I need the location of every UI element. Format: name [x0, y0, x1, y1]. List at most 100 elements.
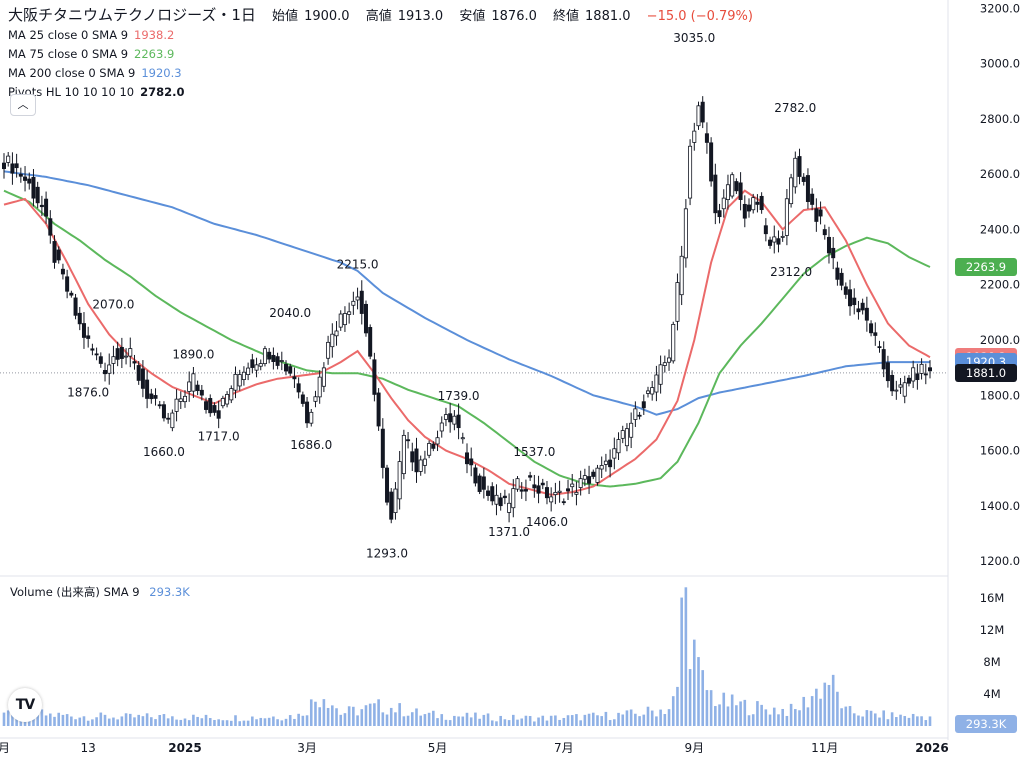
indicator-row[interactable]: Pivots HL 10 10 10 10 2782.0	[8, 83, 759, 102]
volume-bar	[743, 699, 747, 726]
candle-up	[725, 184, 730, 200]
collapse-legend-button[interactable]: ︿	[10, 94, 36, 116]
candle-down	[39, 204, 44, 208]
candle-down	[885, 362, 890, 382]
volume-bar	[512, 714, 515, 726]
candle-down	[709, 142, 714, 182]
candle-up	[187, 381, 192, 392]
candle-down	[406, 439, 411, 442]
candle-down	[831, 247, 836, 259]
volume-bar	[2, 712, 6, 726]
candle-down	[195, 384, 200, 392]
pivot-label: 2312.0	[770, 265, 812, 279]
volume-bar	[326, 707, 330, 726]
volume-bar	[419, 715, 422, 726]
volume-bar	[516, 719, 519, 726]
volume-legend[interactable]: Volume (出来高) SMA 9 293.3K	[10, 584, 190, 600]
volume-bar	[255, 719, 258, 726]
y-tick-label: 1600.0	[980, 444, 1020, 458]
candle-down	[14, 163, 19, 169]
volume-bar	[208, 718, 212, 726]
volume-bar	[162, 714, 166, 726]
candle-down	[2, 162, 7, 170]
volume-bar	[200, 718, 204, 726]
volume-bar	[591, 712, 595, 726]
volume-bar	[314, 701, 317, 726]
candle-up	[321, 367, 326, 387]
pivot-label: 1717.0	[198, 429, 240, 443]
volume-bar	[158, 714, 162, 726]
candle-up	[683, 208, 688, 259]
candle-down	[90, 348, 95, 351]
candle-up	[347, 311, 352, 315]
volume-bar	[583, 714, 587, 726]
tradingview-logo[interactable]: TV	[8, 688, 42, 722]
volume-bar	[903, 716, 907, 726]
candle-down	[540, 482, 545, 486]
volume-bar	[541, 715, 545, 726]
candle-up	[427, 443, 432, 456]
candle-up	[313, 396, 318, 402]
volume-bar	[566, 715, 570, 726]
volume-bar	[251, 716, 254, 726]
candle-down	[94, 353, 99, 356]
candle-down	[608, 459, 613, 468]
candle-up	[675, 282, 680, 322]
volume-bar	[920, 716, 923, 726]
volume-bar	[587, 713, 591, 726]
candle-up	[393, 488, 398, 514]
volume-bar	[234, 715, 237, 726]
symbol-title[interactable]: 大阪チタニウムテクノロジーズ・1日	[8, 6, 256, 24]
candle-up	[658, 364, 663, 385]
volume-bar	[676, 686, 679, 726]
volume-bar	[718, 704, 721, 726]
volume-bar	[356, 715, 359, 726]
candle-up	[418, 459, 423, 472]
candle-down	[363, 303, 368, 334]
candle-up	[351, 300, 356, 306]
pivot-label: 1371.0	[488, 525, 530, 539]
volume-bar	[861, 716, 864, 726]
candle-down	[826, 236, 831, 254]
volume-bar	[873, 713, 877, 726]
volume-bar	[137, 714, 140, 726]
volume-bar	[175, 719, 178, 726]
high-value: 高値 1913.0	[365, 9, 444, 24]
volume-bar	[764, 709, 768, 726]
candle-up	[557, 490, 562, 493]
candle-down	[103, 370, 108, 375]
volume-bar	[705, 690, 709, 726]
candle-down	[31, 176, 36, 199]
candle-down	[65, 276, 70, 292]
volume-bar	[482, 714, 486, 726]
candle-down	[759, 195, 764, 211]
indicator-label: MA 25 close 0 SMA 9	[8, 28, 129, 42]
volume-bar	[457, 716, 460, 726]
candle-down	[797, 156, 802, 177]
volume-label: Volume (出来高)	[10, 585, 100, 599]
close-value: 終値 1881.0	[553, 9, 631, 24]
candle-up	[229, 388, 234, 401]
volume-bar	[99, 712, 103, 726]
volume-bar	[440, 714, 444, 726]
candle-down	[473, 467, 478, 484]
candle-up	[696, 105, 701, 127]
volume-bar	[625, 710, 629, 726]
volume-bar	[507, 720, 511, 726]
indicator-row[interactable]: MA 200 close 0 SMA 9 1920.3	[8, 64, 759, 83]
volume-bar	[331, 705, 334, 726]
indicator-row[interactable]: MA 25 close 0 SMA 9 1938.2	[8, 26, 759, 45]
volume-bar	[360, 709, 364, 726]
volume-bar	[272, 716, 275, 726]
candle-down	[848, 289, 853, 307]
indicator-row[interactable]: MA 75 close 0 SMA 9 2263.9	[8, 45, 759, 64]
candle-up	[570, 483, 575, 488]
volume-bar	[225, 720, 229, 726]
candle-down	[48, 218, 53, 236]
volume-bar	[739, 701, 742, 726]
volume-bar	[882, 710, 885, 726]
candle-up	[650, 387, 655, 395]
candle-up	[107, 364, 112, 374]
volume-bar	[65, 714, 69, 726]
